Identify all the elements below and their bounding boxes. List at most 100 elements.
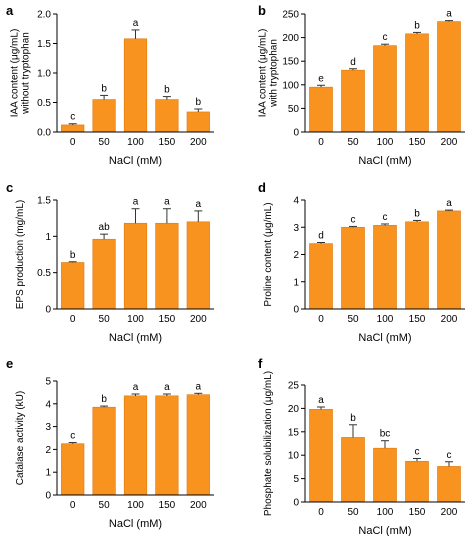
x-tick-label: 100 (377, 314, 394, 325)
significance-letter: ab (99, 222, 111, 233)
y-tick-label: 0.5 (37, 268, 51, 279)
panel-letter: f (258, 356, 263, 371)
significance-letter: a (164, 382, 170, 393)
x-axis-title: NaCl (mM) (358, 525, 411, 536)
significance-letter: c (447, 450, 452, 461)
y-axis-title: IAA content (μg/mL) (258, 29, 269, 118)
bar (155, 99, 179, 133)
bar (373, 45, 397, 133)
bar (373, 225, 397, 310)
bar (341, 226, 365, 310)
panel-letter: b (258, 3, 266, 18)
x-tick-label: 200 (441, 507, 458, 518)
x-tick-label: 200 (441, 137, 458, 148)
x-tick-label: 200 (190, 137, 207, 148)
y-axis-title: Phosphate solubilization (μg/mL) (263, 371, 274, 516)
y-tick-label: 1 (45, 468, 51, 479)
y-tick-label: 1 (45, 232, 51, 243)
bar (155, 395, 179, 496)
y-axis-title: without tryptophan (21, 32, 32, 115)
significance-letter: b (196, 97, 202, 108)
y-tick-label: 3 (293, 223, 299, 234)
y-tick-label: 0.0 (37, 128, 51, 139)
x-tick-label: 100 (127, 137, 144, 148)
y-tick-label: 2.0 (37, 10, 51, 21)
bar (309, 409, 333, 503)
significance-letter: b (350, 413, 356, 424)
x-tick-label: 150 (159, 137, 176, 148)
y-tick-label: 2 (293, 250, 299, 261)
x-axis-title: NaCl (mM) (109, 155, 162, 167)
significance-letter: a (196, 381, 202, 392)
significance-letter: a (133, 382, 139, 393)
y-tick-label: 0 (293, 305, 299, 316)
y-axis-title: IAA content (μg/mL) (10, 29, 21, 118)
x-tick-label: 150 (409, 314, 426, 325)
x-tick-label: 0 (318, 314, 324, 325)
significance-letter: b (70, 250, 76, 261)
y-tick-label: 150 (282, 57, 299, 68)
y-tick-label: 1 (293, 277, 299, 288)
bar (61, 443, 85, 496)
x-tick-label: 50 (347, 507, 359, 518)
bar (155, 222, 179, 310)
y-tick-label: 50 (288, 104, 300, 115)
significance-letter: b (414, 208, 420, 219)
x-tick-label: 100 (127, 314, 144, 325)
bar (341, 69, 365, 133)
significance-letter: a (446, 9, 452, 20)
x-axis-title: NaCl (mM) (358, 332, 411, 344)
y-tick-label: 100 (282, 80, 299, 91)
panel-letter: a (6, 3, 14, 18)
bar (437, 21, 461, 133)
x-tick-label: 50 (347, 137, 359, 148)
y-tick-label: 25 (288, 381, 300, 392)
x-tick-label: 50 (99, 137, 111, 148)
chart-panel-e: e c 0 b 50 a 100 a 150 a 200 0 1 2 3 4 5 NaCl (mM) Catalas… (6, 356, 214, 530)
x-tick-label: 150 (159, 314, 176, 325)
x-tick-label: 100 (377, 507, 394, 518)
y-tick-label: 0 (293, 498, 299, 509)
x-tick-label: 50 (99, 500, 111, 511)
significance-letter: a (446, 198, 452, 209)
significance-letter: c (383, 212, 388, 223)
panel-letter: d (258, 180, 266, 195)
significance-letter: a (318, 395, 324, 406)
y-tick-label: 200 (282, 33, 299, 44)
x-tick-label: 200 (190, 500, 207, 511)
bar (92, 238, 116, 310)
significance-letter: d (318, 231, 324, 242)
significance-letter: bc (380, 429, 391, 440)
bar (437, 466, 461, 503)
x-axis-title: NaCl (mM) (109, 332, 162, 344)
x-tick-label: 0 (318, 507, 324, 518)
panel-letter: c (6, 180, 13, 195)
y-axis-title: with tryptophan (269, 39, 280, 108)
significance-letter: c (70, 112, 75, 123)
significance-letter: c (415, 446, 420, 457)
x-tick-label: 200 (190, 314, 207, 325)
y-tick-label: 0 (45, 491, 51, 502)
y-tick-label: 4 (45, 399, 51, 410)
significance-letter: b (101, 394, 107, 405)
y-tick-label: 1.5 (37, 39, 51, 50)
significance-letter: a (133, 18, 139, 29)
y-tick-label: 250 (282, 10, 299, 21)
x-tick-label: 50 (99, 314, 111, 325)
y-tick-label: 3 (45, 422, 51, 433)
bar (123, 222, 148, 310)
bar (186, 221, 210, 310)
y-tick-label: 1.5 (37, 196, 51, 207)
bar (309, 86, 333, 133)
y-axis-title: EPS production (mg/mL) (15, 200, 26, 310)
y-tick-label: 5 (293, 474, 299, 485)
x-axis-title: NaCl (mM) (109, 518, 162, 530)
bar (186, 111, 210, 133)
y-tick-label: 10 (288, 451, 300, 462)
bar (61, 262, 85, 310)
y-tick-label: 4 (293, 196, 299, 207)
y-tick-label: 5 (45, 377, 51, 388)
y-tick-label: 0.5 (37, 98, 51, 109)
significance-letter: b (164, 85, 170, 96)
x-tick-label: 150 (409, 137, 426, 148)
